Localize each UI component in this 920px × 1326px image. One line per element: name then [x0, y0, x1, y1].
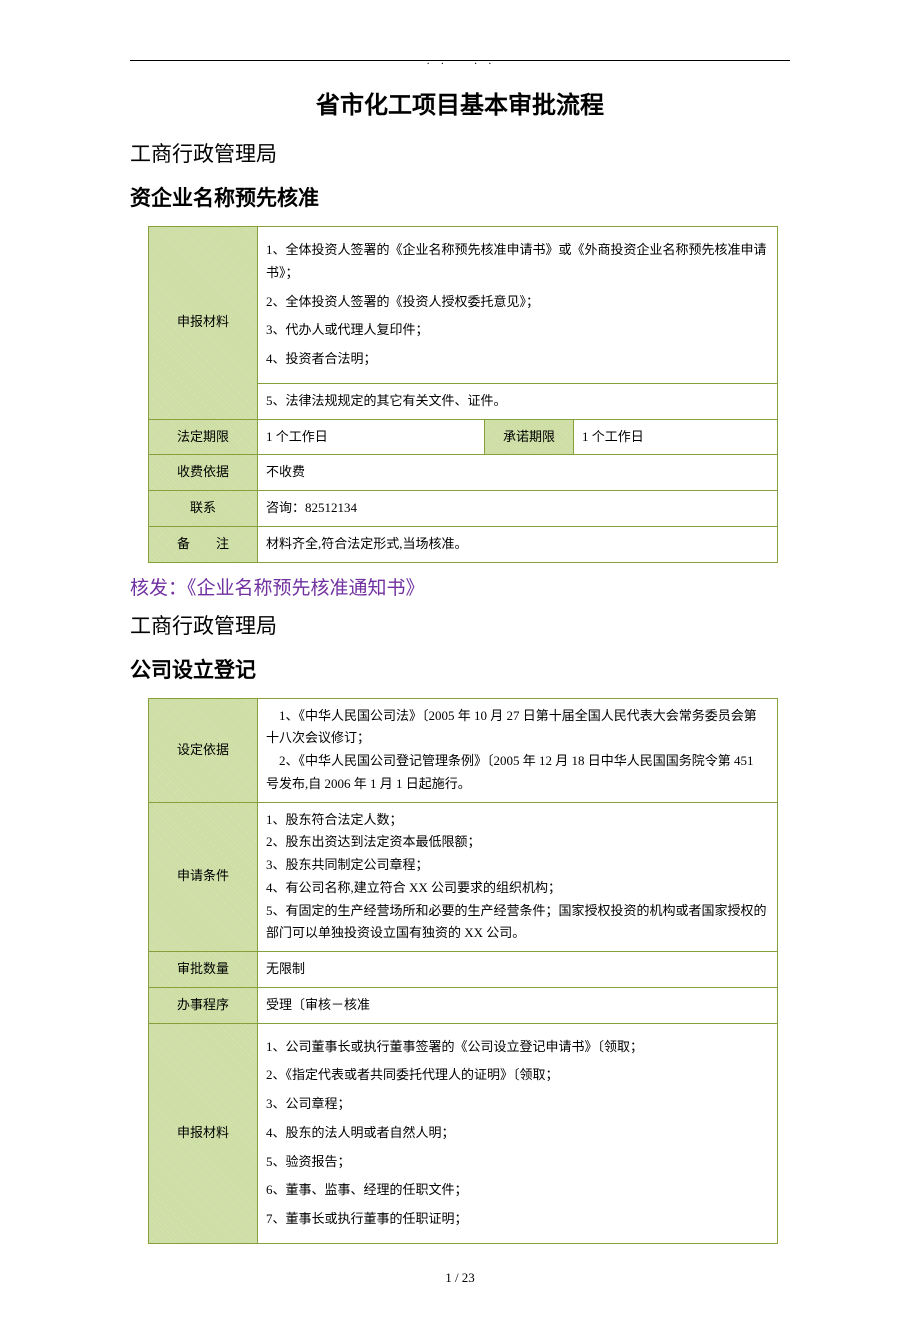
- mat-line: 6、董事、监事、经理的任职文件；: [266, 1179, 769, 1202]
- table-row: 备 注 材料齐全,符合法定形式,当场核准。: [149, 526, 778, 562]
- table-row: 设定依据 1、《中华人民国公司法》〔2005 年 10 月 27 日第十届全国人…: [149, 698, 778, 802]
- label-materials-2: 申报材料: [149, 1023, 258, 1243]
- label-basis: 设定依据: [149, 698, 258, 802]
- section-heading-2: 公司设立登记: [130, 654, 790, 684]
- header-dots: . . . .: [130, 55, 790, 67]
- page-number: 1 / 23: [130, 1270, 790, 1286]
- table-row: 申报材料 1、公司董事长或执行董事签署的《公司设立登记申请书》〔领取； 2、《指…: [149, 1023, 778, 1243]
- org-heading-1: 工商行政管理局: [130, 138, 790, 168]
- basis-line: 1、《中华人民国公司法》〔2005 年 10 月 27 日第十届全国人民代表大会…: [266, 705, 769, 751]
- mat-line: 7、董事长或执行董事的任职证明；: [266, 1208, 769, 1231]
- label-conditions: 申请条件: [149, 802, 258, 952]
- issue-notice: 核发：《企业名称预先核准通知书》: [130, 573, 790, 600]
- table-row: 审批数量 无限制: [149, 952, 778, 988]
- table-row: 联系 咨询：82512134: [149, 491, 778, 527]
- value-promise-limit: 1 个工作日: [574, 419, 778, 455]
- page-title: 省市化工项目基本审批流程: [130, 85, 790, 120]
- mat-line: 1、公司董事长或执行董事签署的《公司设立登记申请书》〔领取；: [266, 1036, 769, 1059]
- label-legal-limit: 法定期限: [149, 419, 258, 455]
- cond-line: 2、股东出资达到法定资本最低限额；: [266, 831, 769, 854]
- value-contact: 咨询：82512134: [258, 491, 778, 527]
- value-quantity: 无限制: [258, 952, 778, 988]
- cond-line: 1、股东符合法定人数；: [266, 809, 769, 832]
- mat-line: 4、股东的法人明或者自然人明；: [266, 1122, 769, 1145]
- table-row: 申请条件 1、股东符合法定人数； 2、股东出资达到法定资本最低限额； 3、股东共…: [149, 802, 778, 952]
- table-row: 办事程序 受理〔审核－核准: [149, 987, 778, 1023]
- cond-line: 4、有公司名称,建立符合 XX 公司要求的组织机构；: [266, 877, 769, 900]
- basis-line: 2、《中华人民国公司登记管理条例》〔2005 年 12 月 18 日中华人民国国…: [266, 750, 769, 796]
- materials-line: 3、代办人或代理人复印件；: [266, 319, 769, 342]
- label-procedure: 办事程序: [149, 987, 258, 1023]
- cell-materials-1-4: 1、全体投资人签署的《企业名称预先核准申请书》或《外商投资企业名称预先核准申请书…: [258, 227, 778, 384]
- label-quantity: 审批数量: [149, 952, 258, 988]
- materials-line: 1、全体投资人签署的《企业名称预先核准申请书》或《外商投资企业名称预先核准申请书…: [266, 239, 769, 285]
- section-heading-1: 资企业名称预先核准: [130, 182, 790, 212]
- cell-basis: 1、《中华人民国公司法》〔2005 年 10 月 27 日第十届全国人民代表大会…: [258, 698, 778, 802]
- page: . . . . 省市化工项目基本审批流程 工商行政管理局 资企业名称预先核准 申…: [0, 0, 920, 1326]
- label-fee: 收费依据: [149, 455, 258, 491]
- cell-materials-2: 1、公司董事长或执行董事签署的《公司设立登记申请书》〔领取； 2、《指定代表或者…: [258, 1023, 778, 1243]
- cell-conditions: 1、股东符合法定人数； 2、股东出资达到法定资本最低限额； 3、股东共同制定公司…: [258, 802, 778, 952]
- label-contact: 联系: [149, 491, 258, 527]
- table-name-preapproval: 申报材料 1、全体投资人签署的《企业名称预先核准申请书》或《外商投资企业名称预先…: [148, 226, 778, 563]
- org-heading-2: 工商行政管理局: [130, 610, 790, 640]
- value-remark: 材料齐全,符合法定形式,当场核准。: [258, 526, 778, 562]
- label-remark: 备 注: [149, 526, 258, 562]
- cond-line: 5、有固定的生产经营场所和必要的生产经营条件；国家授权投资的机构或者国家授权的部…: [266, 900, 769, 946]
- cond-line: 3、股东共同制定公司章程；: [266, 854, 769, 877]
- cell-materials-5: 5、法律法规规定的其它有关文件、证件。: [258, 383, 778, 419]
- table-row: 申报材料 1、全体投资人签署的《企业名称预先核准申请书》或《外商投资企业名称预先…: [149, 227, 778, 384]
- materials-line: 2、全体投资人签署的《投资人授权委托意见》；: [266, 291, 769, 314]
- table-company-registration: 设定依据 1、《中华人民国公司法》〔2005 年 10 月 27 日第十届全国人…: [148, 698, 778, 1244]
- label-materials: 申报材料: [149, 227, 258, 420]
- mat-line: 2、《指定代表或者共同委托代理人的证明》〔领取；: [266, 1064, 769, 1087]
- table-row: 法定期限 1 个工作日 承诺期限 1 个工作日: [149, 419, 778, 455]
- value-procedure: 受理〔审核－核准: [258, 987, 778, 1023]
- mat-line: 3、公司章程；: [266, 1093, 769, 1116]
- materials-line: 4、投资者合法明；: [266, 348, 769, 371]
- value-fee: 不收费: [258, 455, 778, 491]
- mat-line: 5、验资报告；: [266, 1151, 769, 1174]
- value-legal-limit: 1 个工作日: [258, 419, 485, 455]
- label-promise-limit: 承诺期限: [485, 419, 574, 455]
- table-row: 收费依据 不收费: [149, 455, 778, 491]
